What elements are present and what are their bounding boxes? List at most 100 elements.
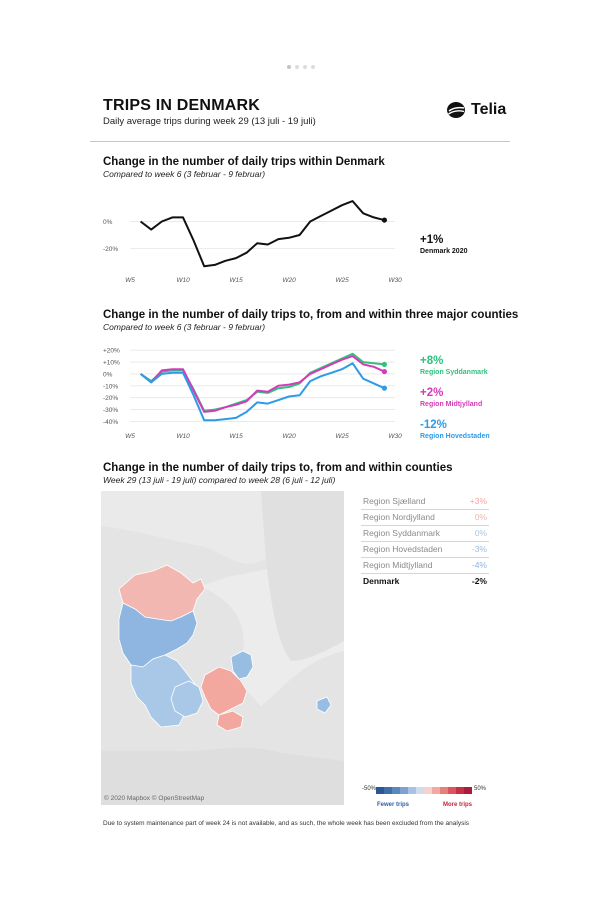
legend-swatch bbox=[384, 787, 392, 794]
y-tick-label: +10% bbox=[103, 360, 120, 367]
region-name: Region Syddanmark bbox=[363, 528, 441, 538]
y-tick-label: -20% bbox=[103, 246, 118, 253]
series-line[interactable] bbox=[139, 200, 385, 268]
region-value: -4% bbox=[471, 560, 487, 570]
x-tick-label: W20 bbox=[282, 277, 296, 284]
page-dot[interactable] bbox=[311, 65, 315, 69]
legend-swatch bbox=[440, 787, 448, 794]
legend-swatch bbox=[432, 787, 440, 794]
table-row: Region Syddanmark 0% bbox=[361, 526, 489, 542]
map-title: Change in the number of daily trips to, … bbox=[103, 462, 453, 474]
chart2-subtitle: Compared to week 6 (3 februar - 9 februa… bbox=[103, 322, 266, 332]
region-sjaelland-south[interactable] bbox=[216, 710, 244, 732]
legend-swatch bbox=[376, 787, 384, 794]
series-line[interactable] bbox=[140, 352, 385, 412]
series-line[interactable] bbox=[139, 355, 385, 413]
legend-swatch bbox=[456, 787, 464, 794]
region-value: 0% bbox=[474, 512, 487, 522]
series-end-point[interactable] bbox=[381, 217, 387, 223]
table-row: Region Nordjylland 0% bbox=[361, 510, 489, 526]
table-total-row: Denmark -2% bbox=[361, 574, 489, 589]
series-end-point[interactable] bbox=[381, 385, 387, 391]
denmark-region-map[interactable] bbox=[101, 491, 344, 805]
x-tick-label: W10 bbox=[176, 433, 190, 440]
total-value: -2% bbox=[471, 576, 487, 586]
series-line[interactable] bbox=[139, 362, 385, 422]
color-legend bbox=[376, 787, 472, 794]
x-tick-label: W20 bbox=[282, 433, 296, 440]
x-tick-label: W25 bbox=[335, 277, 349, 284]
page-dot[interactable] bbox=[295, 65, 299, 69]
region-name: Region Nordjylland bbox=[363, 512, 435, 522]
table-row: Region Hovedstaden -3% bbox=[361, 542, 489, 558]
region-hovedstaden[interactable] bbox=[230, 650, 254, 680]
region-midtjylland[interactable] bbox=[118, 602, 198, 668]
annotation-label: Region Syddanmark bbox=[420, 369, 488, 376]
germany-land bbox=[101, 747, 344, 805]
y-tick-label: -10% bbox=[103, 383, 118, 390]
page-dot[interactable] bbox=[287, 65, 291, 69]
legend-swatch bbox=[424, 787, 432, 794]
chart2-title: Change in the number of daily trips to, … bbox=[103, 309, 519, 321]
annotation-value: +8% bbox=[420, 355, 443, 367]
table-row: Region Sjælland +3% bbox=[361, 494, 489, 510]
legend-swatch bbox=[392, 787, 400, 794]
page-title: TRIPS IN DENMARK bbox=[103, 97, 260, 114]
region-value: -3% bbox=[471, 544, 487, 554]
series-end-point[interactable] bbox=[381, 368, 387, 375]
x-tick-label: W5 bbox=[125, 277, 135, 284]
x-tick-label: W30 bbox=[388, 277, 402, 284]
page-dot[interactable] bbox=[303, 65, 307, 69]
annotation-label: Region Hovedstaden bbox=[420, 433, 490, 440]
region-name: Region Midtjylland bbox=[363, 560, 433, 570]
legend-fewer-label: Fewer trips bbox=[377, 802, 410, 808]
region-hovedstaden-bornholm[interactable] bbox=[316, 696, 332, 714]
region-value: 0% bbox=[474, 528, 487, 538]
chart1-title: Change in the number of daily trips with… bbox=[103, 156, 385, 168]
region-sjaelland[interactable] bbox=[200, 666, 248, 716]
region-syddanmark-funen[interactable] bbox=[170, 680, 204, 718]
legend-max-label: 50% bbox=[474, 786, 487, 792]
annotation-value: -12% bbox=[420, 419, 447, 431]
x-tick-label: W10 bbox=[176, 277, 190, 284]
y-tick-label: -40% bbox=[103, 419, 118, 426]
legend-swatch bbox=[400, 787, 408, 794]
map-subtitle: Week 29 (13 juli - 19 juli) compared to … bbox=[103, 475, 336, 485]
page-subtitle: Daily average trips during week 29 (13 j… bbox=[103, 116, 316, 127]
telia-pebble-icon bbox=[447, 102, 465, 118]
total-name: Denmark bbox=[363, 576, 400, 586]
x-tick-label: W5 bbox=[125, 433, 135, 440]
y-tick-label: -20% bbox=[103, 395, 118, 402]
region-name: Region Hovedstaden bbox=[363, 544, 443, 554]
x-tick-label: W25 bbox=[335, 433, 349, 440]
legend-swatch bbox=[408, 787, 416, 794]
x-tick-label: W15 bbox=[229, 433, 243, 440]
logo-text: Telia bbox=[471, 101, 507, 118]
annotation-value: +1% bbox=[420, 234, 443, 246]
series-end-point[interactable] bbox=[381, 361, 387, 368]
annotation-label: Region Midtjylland bbox=[420, 401, 482, 408]
x-tick-label: W15 bbox=[229, 277, 243, 284]
region-value: +3% bbox=[469, 496, 487, 506]
table-row: Region Midtjylland -4% bbox=[361, 558, 489, 574]
annotation-value: +2% bbox=[420, 387, 443, 399]
national-trips-chart: 0% -20% W5 W10 W15 W20 W25 W30 +1% Denmark 2020 bbox=[103, 200, 468, 284]
legend-more-label: More trips bbox=[443, 802, 473, 808]
legend-min-label: -50% bbox=[362, 786, 377, 792]
map-attribution[interactable]: © 2020 Mapbox © OpenStreetMap bbox=[104, 795, 205, 802]
telia-logo: Telia bbox=[446, 100, 506, 120]
chart1-subtitle: Compared to week 6 (3 februar - 9 februa… bbox=[103, 169, 266, 179]
y-tick-label: -30% bbox=[103, 407, 118, 414]
legend-swatch bbox=[448, 787, 456, 794]
page-indicator[interactable] bbox=[287, 65, 315, 69]
sweden-land bbox=[261, 491, 344, 661]
y-tick-label: 0% bbox=[103, 371, 113, 378]
y-tick-label: +20% bbox=[103, 348, 120, 355]
y-tick-label: 0% bbox=[103, 219, 113, 226]
counties-trips-chart: +20% +10% 0% -10% -20% -30% -40% W5 W10 W15 W20 W25… bbox=[103, 348, 490, 440]
region-name: Region Sjælland bbox=[363, 496, 426, 506]
map-svg bbox=[101, 491, 344, 805]
footnote: Due to system maintenance part of week 2… bbox=[103, 820, 470, 827]
legend-swatch bbox=[416, 787, 424, 794]
legend-swatch bbox=[464, 787, 472, 794]
